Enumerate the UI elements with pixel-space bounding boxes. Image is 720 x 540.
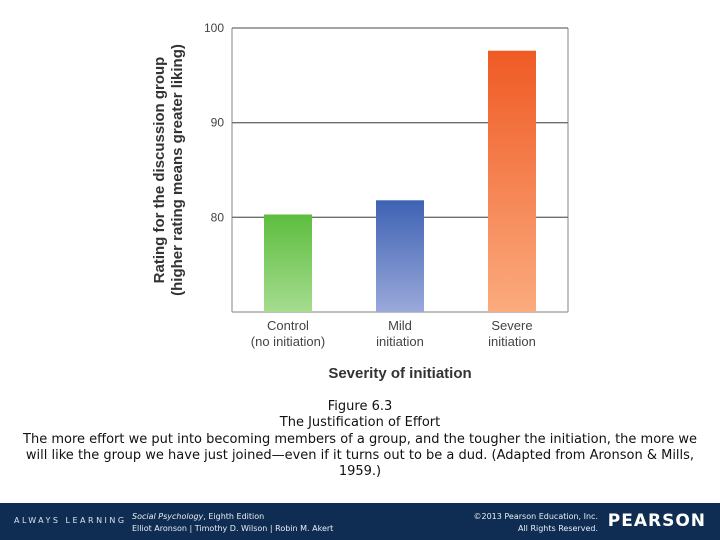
copyright: ©2013 Pearson Education, Inc. All Rights… (473, 511, 598, 535)
bar-1 (376, 200, 424, 312)
copyright-line-1: ©2013 Pearson Education, Inc. (473, 512, 598, 521)
figure-number: Figure 6.3 (327, 399, 393, 414)
footer-bar: ALWAYS LEARNING Social Psychology, Eight… (0, 503, 720, 540)
pearson-logo: PEARSON (607, 511, 706, 531)
bar-0 (264, 214, 312, 312)
y-tick-label-90: 90 (211, 116, 225, 130)
book-citation: Social Psychology, Eighth Edition Elliot… (132, 511, 333, 535)
x-tick-label-2: Severe initiation (488, 318, 536, 349)
y-tick-label-80: 80 (211, 210, 225, 224)
bar-2 (488, 50, 536, 312)
book-title: Social Psychology (132, 512, 204, 521)
copyright-line-2: All Rights Reserved. (517, 524, 598, 533)
y-axis-label: Rating for the discussion group(higher r… (151, 44, 186, 296)
bar-chart: 80 90 100 Control (no initiation) Mild initiat… (151, 21, 569, 382)
y-tick-label-100: 100 (204, 21, 224, 35)
figure-title: The Justification of Effort (279, 415, 441, 430)
figure-description: The more effort we put into becoming mem… (23, 432, 697, 479)
x-axis-label: Severity of initiation (328, 365, 471, 382)
x-tick-label-0: Control (no initiation) (251, 318, 325, 349)
always-learning-brand: ALWAYS LEARNING (14, 516, 127, 525)
x-tick-label-1: Mild initiation (376, 318, 424, 349)
book-authors: Elliot Aronson | Timothy D. Wilson | Rob… (132, 524, 334, 533)
book-edition: , Eighth Edition (203, 512, 265, 521)
